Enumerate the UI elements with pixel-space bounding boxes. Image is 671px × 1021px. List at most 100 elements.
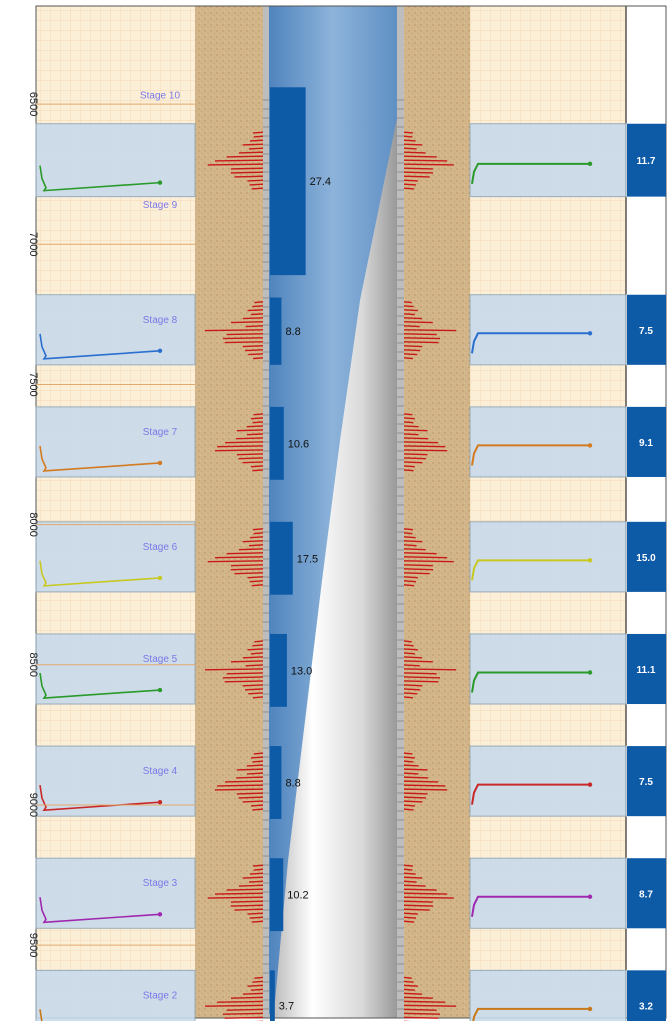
stage-5-bar-value: 17.5 [297,553,318,565]
stage-5-right-curve [471,559,590,581]
stage-6-bar [270,633,287,707]
stage-6-left-curve-end [157,687,163,693]
stage-3-left-curve [39,333,161,360]
stage-4-bar-value: 10.6 [288,438,309,450]
stage-2-frac-trace [207,131,454,190]
right-casing-strip [397,6,404,1018]
stage-7-left-curve-end [157,799,163,805]
left-casing-strip [263,6,269,1018]
stage-5-right-band [469,521,627,593]
stage-6-bar-value: 13.0 [291,665,312,677]
label-layer: Stage 10 Stage 9 Stage 8 Stage 7 Stage 6 Stag… [140,91,180,1002]
stage-7-value-box [627,746,666,817]
stage-5-value-box [627,521,666,592]
stage-6-right-curve [471,671,590,693]
stage-6-right-curve-end [587,670,593,675]
stage-4-label: Stage 7 [143,427,178,438]
stage-2-right-curve [471,162,590,184]
stage-3-bar-value: 8.8 [285,326,300,338]
stage-2-value-box [627,123,666,197]
depth-tick-label-9500: 9500 [27,933,39,957]
stage-6-left-curve [39,672,161,699]
stage-5-label: Stage 6 [143,542,178,553]
stage-4-value-box-text: 9.1 [639,438,653,449]
stage-7-label: Stage 4 [143,766,178,777]
depth-tick-label-6500: 6500 [27,92,39,116]
stage-7-right-curve-end [587,782,593,787]
stage-9-right-curve-end [587,1006,593,1012]
stage-8-bar [270,858,284,932]
stage-9-left-curve [39,1009,43,1021]
stage-1-label: Stage 10 [140,91,180,102]
stage-8-frac-trace [207,864,454,923]
stage-9-left-band [35,969,196,1021]
stage-9-right-curve [472,1007,590,1021]
depth-tick-label-7500: 7500 [27,372,39,396]
depth-tick-label-7000: 7000 [27,232,39,256]
stage-4-right-band [469,406,627,478]
stage-3-label: Stage 8 [143,315,178,326]
stage-8-bar-value: 10.2 [287,890,308,902]
curve-layer [39,161,593,1021]
stage-9-bar [270,970,275,1021]
stage-5-frac-trace [207,528,454,587]
stage-6-value-box-text: 11.1 [637,665,656,676]
stage-bands-layer [35,123,627,1021]
stage-5-left-curve [39,560,161,587]
stage-7-right-band [469,745,627,817]
trace-layer [204,131,457,1021]
stage-2-left-curve-end [157,180,163,185]
stage-5-bar [270,521,293,595]
stage-3-left-curve-end [157,348,163,354]
depth-tick-label-8000: 8000 [27,512,39,536]
stage-4-value-box [627,406,666,477]
stage-7-right-curve [471,783,590,805]
stage-5-left-curve-end [157,575,163,581]
stage-3-frac-trace [204,301,457,360]
stage-2-right-band [469,123,627,198]
stage-8-left-curve [39,897,161,924]
stage-8-right-curve [471,895,590,917]
stage-2-left-band [35,123,196,198]
stage-1-bar [270,87,306,276]
stage-3-value-box [627,294,666,365]
stage-4-left-curve [39,445,161,472]
stage-6-value-box [627,633,666,705]
depth-tick-label-8500: 8500 [27,653,39,677]
chart-frame [35,5,667,1019]
stage-8-right-band [469,857,627,929]
stage-9-value-box [627,970,666,1021]
stage-6-right-band [469,633,627,705]
stage-4-frac-trace [214,413,448,472]
stage-8-value-box [627,858,666,929]
stage-8-label: Stage 3 [143,878,178,889]
left-formation-column [195,6,263,1018]
stage-2-label: Stage 9 [143,200,178,211]
depth-tick-label-9000: 9000 [27,793,39,817]
stage-7-left-curve [39,785,161,812]
stage-3-right-band [469,294,627,366]
stage-2-left-curve [39,165,161,192]
stage-7-value-box-text: 7.5 [639,777,653,788]
stage-6-frac-trace [204,640,457,699]
stage-1-bar-value: 27.4 [310,176,331,188]
stage-7-frac-trace [214,752,448,811]
stage-4-left-curve-end [157,460,163,466]
stage-7-bar [270,746,282,819]
stage-3-right-curve [471,332,590,354]
stage-2-right-curve-end [587,161,593,167]
stage-4-right-curve-end [587,443,593,448]
bar-layer: 27.4 11.7 8.8 7.5 10.6 9.1 17.5 15.0 13.0 11.1 8.8… [270,87,666,1021]
stage-9-bar-value: 3.7 [279,1000,294,1012]
stage-9-right-band [469,969,627,1021]
casing-ticks [263,99,404,1010]
stage-8-right-curve-end [587,894,593,899]
stage-4-bar [270,406,284,480]
stage-9-value-box-text: 3.2 [639,1001,653,1012]
stage-8-value-box-text: 8.7 [639,889,653,900]
stage-3-value-box-text: 7.5 [639,326,653,337]
stage-5-right-curve-end [587,558,593,563]
stage-4-right-curve [471,444,590,466]
right-formation-column [404,6,470,1018]
